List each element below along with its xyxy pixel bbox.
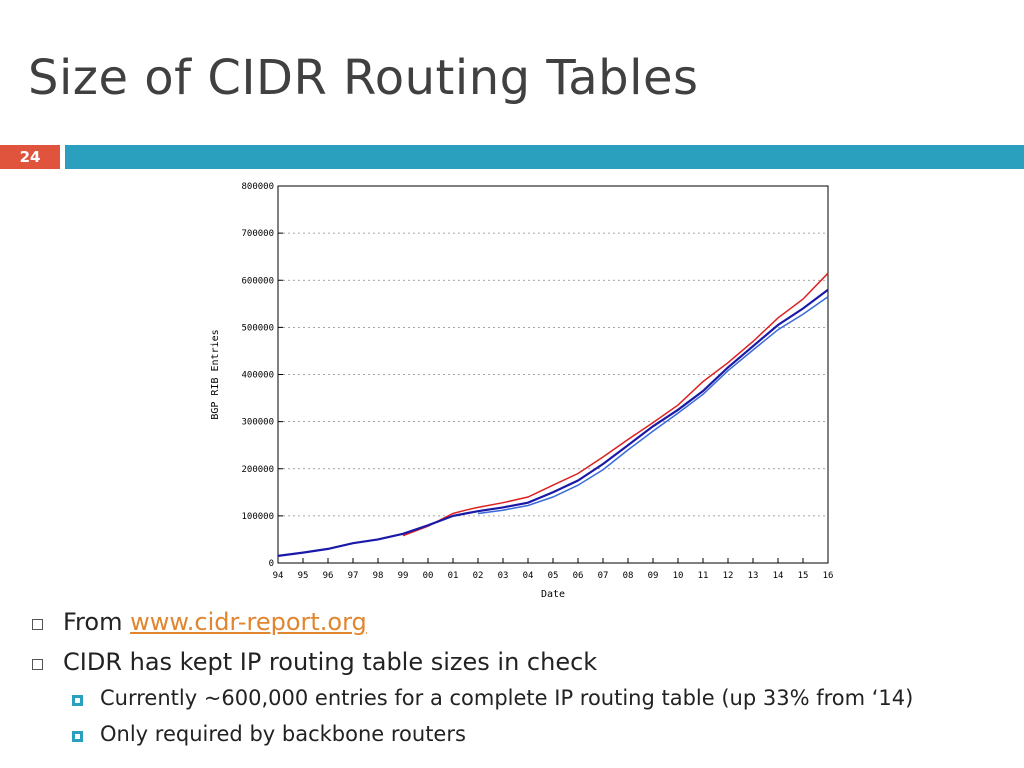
series-layer [277,272,829,557]
x-tick-label: 11 [698,571,709,581]
hollow-square-bullet-icon [32,619,43,630]
y-tick-label: 600000 [241,276,274,286]
page-number-badge: 24 [0,145,60,169]
square-bullet-icon [72,695,83,706]
y-axis-label: BGP RIB Entries [210,329,221,419]
x-tick-label: 05 [548,571,559,581]
bullet-cidr-check: CIDR has kept IP routing table sizes in … [30,646,1010,686]
series-line-lower-peer [477,296,829,515]
bullet-source-text: From www.cidr-report.org [63,608,367,636]
x-tick-label: 07 [598,571,609,581]
x-tick-label: 15 [798,571,809,581]
x-tick-label: 99 [398,571,409,581]
bullet-source-prefix: From [63,608,131,636]
grid-lines [278,232,828,517]
sub-bullet-backbone-text: Only required by backbone routers [100,722,466,746]
y-tick-label: 800000 [241,182,274,192]
x-tick-labels: 94 95 96 97 98 99 00 01 02 03 04 05 06 07 08 09 10 11 12 13… [273,558,834,581]
x-tick-label: 13 [748,571,759,581]
y-tick-labels: 0 100000 200000 300000 400000 500000 600000 700… [241,182,283,569]
x-tick-label: 97 [348,571,359,581]
y-tick-label: 100000 [241,512,274,522]
cidr-report-link[interactable]: www.cidr-report.org [130,608,367,636]
title-accent-bar [65,145,1024,169]
x-tick-label: 01 [448,571,459,581]
x-tick-label: 95 [298,571,309,581]
x-tick-label: 02 [473,571,484,581]
routing-table-chart: 0 100000 200000 300000 400000 500000 600000 700… [210,182,834,600]
y-tick-label: 200000 [241,465,274,475]
x-tick-label: 10 [673,571,684,581]
x-tick-label: 96 [323,571,334,581]
sub-bullet-current-size-text: Currently ~600,000 entries for a complet… [100,686,914,710]
x-tick-label: 16 [823,571,834,581]
x-tick-label: 03 [498,571,509,581]
x-tick-label: 04 [523,571,534,581]
x-tick-label: 08 [623,571,634,581]
x-tick-label: 00 [423,571,434,581]
y-tick-label: 0 [269,559,274,569]
series-line-main-table [277,288,829,557]
hollow-square-bullet-icon [32,659,43,670]
y-tick-label: 400000 [241,371,274,381]
x-tick-label: 94 [273,571,284,581]
y-tick-label: 300000 [241,418,274,428]
square-bullet-icon [72,731,83,742]
x-tick-label: 12 [723,571,734,581]
x-tick-label: 09 [648,571,659,581]
y-tick-label: 700000 [241,229,274,239]
x-tick-label: 06 [573,571,584,581]
x-tick-label: 98 [373,571,384,581]
series-line-upper-peer [402,272,829,537]
bullet-source: From www.cidr-report.org [30,606,1010,646]
sub-bullet-backbone: Only required by backbone routers [30,722,1010,758]
bullet-list: From www.cidr-report.org CIDR has kept I… [30,606,1010,758]
x-axis-label: Date [541,589,565,600]
slide-title: Size of CIDR Routing Tables [28,50,699,106]
y-tick-label: 500000 [241,323,274,333]
chart-container: 0 100000 200000 300000 400000 500000 600000 700… [190,178,840,608]
sub-bullet-current-size: Currently ~600,000 entries for a complet… [30,686,1010,722]
x-tick-label: 14 [773,571,784,581]
bullet-cidr-check-text: CIDR has kept IP routing table sizes in … [63,648,598,676]
